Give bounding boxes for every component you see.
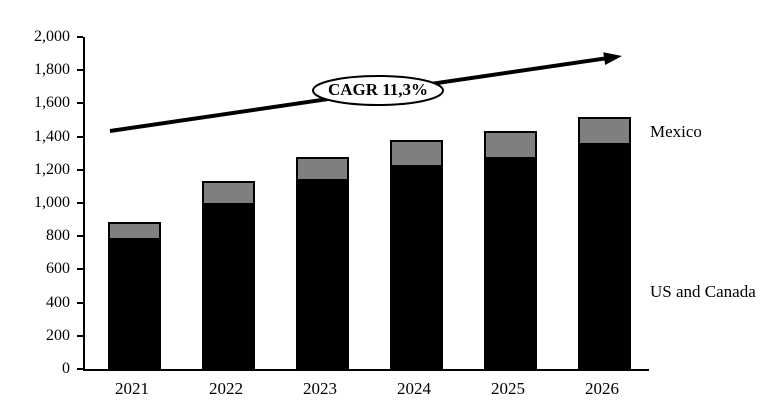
bar-segment-2025-mexico (483, 131, 537, 159)
x-axis-label-2023: 2023 (303, 379, 337, 398)
y-axis-label-1000: 1,000 (34, 194, 70, 211)
y-axis-label-400: 400 (46, 294, 70, 311)
y-axis-tick-1000 (77, 202, 83, 204)
y-axis-label-1800: 1,800 (34, 61, 70, 78)
x-axis-label-2026: 2026 (585, 379, 619, 398)
bar-segment-2023-mexico (295, 157, 349, 181)
y-axis-tick-200 (77, 335, 83, 337)
bar-segment-2025-us-and-canada (483, 159, 537, 369)
bar-segment-2024-us-and-canada (389, 167, 443, 369)
bar-segment-2026-mexico (577, 117, 631, 145)
y-axis-tick-1200 (77, 169, 83, 171)
bar-segment-2021-mexico (107, 222, 161, 240)
x-axis-label-2025: 2025 (491, 379, 525, 398)
bar-segment-2021-us-and-canada (107, 240, 161, 369)
y-axis-label-1600: 1,600 (34, 94, 70, 111)
plot-area (77, 36, 649, 371)
y-axis-label-800: 800 (46, 227, 70, 244)
y-axis-tick-0 (77, 368, 83, 370)
series-label-mexico: Mexico (650, 122, 702, 141)
bar-segment-2022-us-and-canada (201, 205, 255, 369)
bar-segment-2026-us-and-canada (577, 145, 631, 369)
x-axis-label-2024: 2024 (397, 379, 431, 398)
y-axis-label-600: 600 (46, 260, 70, 277)
bar-segment-2024-mexico (389, 140, 443, 167)
y-axis-label-1200: 1,200 (34, 161, 70, 178)
y-axis-tick-800 (77, 235, 83, 237)
y-axis-label-1400: 1,400 (34, 128, 70, 145)
y-axis-tick-2000 (77, 36, 83, 38)
y-axis-tick-1600 (77, 102, 83, 104)
y-axis-tick-400 (77, 302, 83, 304)
cagr-label: CAGR 11,3% (327, 80, 429, 99)
y-axis-tick-1800 (77, 69, 83, 71)
bar-segment-2022-mexico (201, 181, 255, 205)
x-axis-label-2022: 2022 (209, 379, 243, 398)
y-axis-label-200: 200 (46, 327, 70, 344)
x-axis-label-2021: 2021 (115, 379, 149, 398)
y-axis-label-2000: 2,000 (34, 28, 70, 45)
y-axis-tick-600 (77, 268, 83, 270)
y-axis-tick-1400 (77, 136, 83, 138)
series-label-us-and-canada: US and Canada (650, 282, 756, 301)
y-axis-label-0: 0 (62, 360, 70, 377)
bar-segment-2023-us-and-canada (295, 181, 349, 369)
